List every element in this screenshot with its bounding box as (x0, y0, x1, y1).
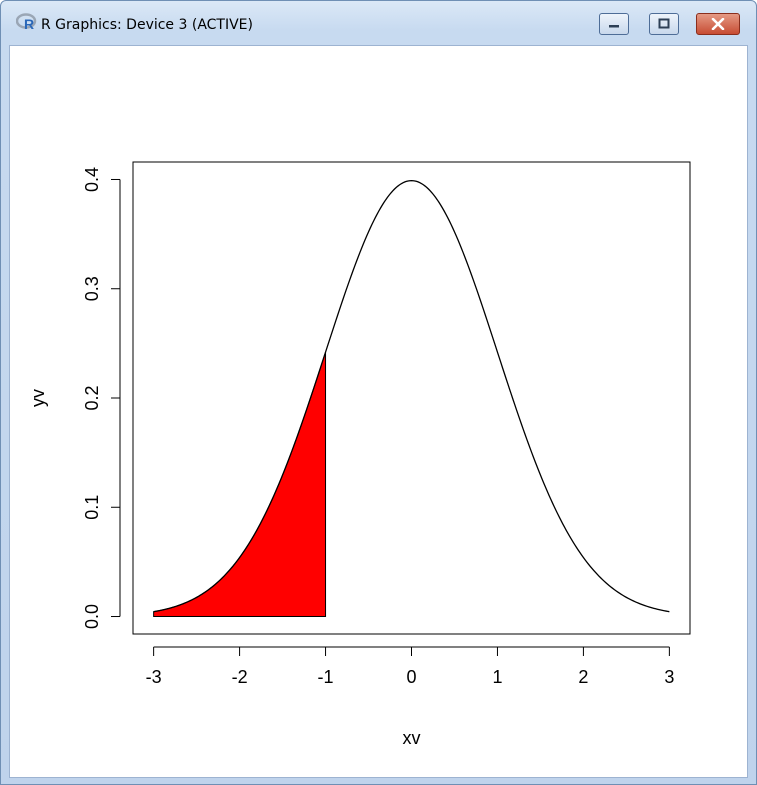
maximize-button[interactable] (649, 13, 679, 35)
x-axis-title: xv (403, 728, 421, 748)
x-tick-label: 2 (578, 667, 588, 687)
shaded-area (153, 351, 327, 618)
title-bar[interactable]: R R Graphics: Device 3 (ACTIVE) (1, 1, 756, 45)
density-plot: -3 -2 -1 0 1 2 3 0.0 0.1 0.2 0.3 0.4 xv yv (28, 161, 691, 748)
svg-text:R: R (24, 16, 34, 31)
y-axis-title: yv (28, 389, 48, 407)
x-tick-label: 1 (492, 667, 502, 687)
minimize-icon (609, 25, 619, 28)
close-icon (711, 18, 725, 30)
close-button[interactable] (696, 13, 740, 35)
x-tick-label: -3 (146, 667, 162, 687)
maximize-icon (658, 18, 670, 29)
minimize-button[interactable] (599, 13, 629, 35)
window-title: R Graphics: Device 3 (ACTIVE) (41, 17, 253, 33)
x-tick-label: -2 (232, 667, 248, 687)
y-tick-label: 0.1 (82, 495, 102, 520)
y-tick-label: 0.3 (82, 276, 102, 301)
y-tick-label: 0.0 (82, 604, 102, 629)
graphics-device-canvas: -3 -2 -1 0 1 2 3 0.0 0.1 0.2 0.3 0.4 xv yv (9, 45, 748, 778)
r-logo-icon: R (16, 13, 37, 31)
y-tick-label: 0.2 (82, 385, 102, 410)
plot-frame (132, 161, 691, 635)
y-tick-label: 0.4 (82, 167, 102, 192)
density-curve (153, 179, 670, 613)
x-tick-label: 0 (406, 667, 416, 687)
x-tick-label: -1 (318, 667, 334, 687)
x-tick-label: 3 (664, 667, 674, 687)
